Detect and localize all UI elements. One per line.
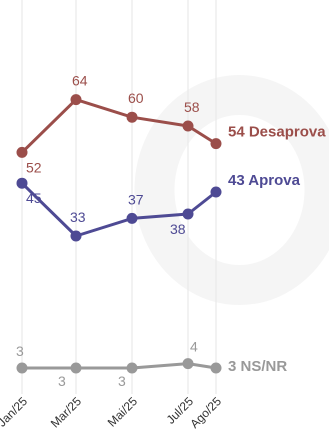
x-tick-label-1: Mar/25: [48, 394, 85, 431]
data-label-aprova-3: 38: [170, 221, 186, 237]
data-label-desaprova-1: 64: [72, 73, 88, 89]
data-point-desaprova-3: [182, 120, 194, 132]
data-point-nsnr-0: [16, 362, 28, 374]
data-point-desaprova-2: [126, 111, 138, 123]
data-label-nsnr-2: 3: [118, 373, 126, 389]
data-point-desaprova-1: [70, 94, 82, 106]
data-label-aprova-1: 33: [70, 209, 86, 225]
data-label-nsnr-0: 3: [16, 343, 24, 359]
x-tick-label-2: Mai/25: [105, 394, 141, 430]
data-label-desaprova-3: 58: [184, 99, 200, 115]
x-tick-label-0: Jan/25: [0, 394, 30, 430]
data-label-nsnr-3: 4: [190, 339, 198, 355]
data-point-desaprova-4: [210, 138, 222, 150]
data-label-aprova-2: 37: [128, 191, 144, 207]
end-label-nsnr: 3 NS/NR: [228, 358, 287, 375]
x-tick-label-4: Ago/25: [187, 394, 224, 431]
end-label-aprova: 43 Aprova: [228, 172, 301, 189]
data-label-nsnr-1: 3: [58, 373, 66, 389]
data-point-nsnr-1: [70, 362, 82, 374]
data-point-nsnr-4: [210, 362, 222, 374]
series-nsnr: 3 3 3 4 3 NS/NR: [16, 339, 287, 389]
data-label-desaprova-2: 60: [128, 90, 144, 106]
series-desaprova: 52 64 60 58 54 Desaprova: [16, 73, 326, 175]
data-point-aprova-4: [210, 186, 222, 198]
data-label-aprova-0: 45: [26, 190, 42, 206]
data-point-aprova-1: [70, 230, 82, 242]
end-label-desaprova: 54 Desaprova: [228, 124, 326, 141]
data-label-desaprova-0: 52: [26, 159, 42, 175]
data-point-aprova-3: [182, 208, 194, 220]
watermark-logo: [134, 75, 329, 305]
data-point-desaprova-0: [16, 146, 28, 158]
series-aprova: 45 33 37 38 43 Aprova: [16, 172, 301, 242]
data-point-nsnr-2: [126, 362, 138, 374]
vertical-gridlines: [21, 0, 217, 394]
data-point-aprova-2: [126, 212, 138, 224]
data-point-nsnr-3: [182, 358, 194, 370]
data-point-aprova-0: [16, 177, 28, 189]
